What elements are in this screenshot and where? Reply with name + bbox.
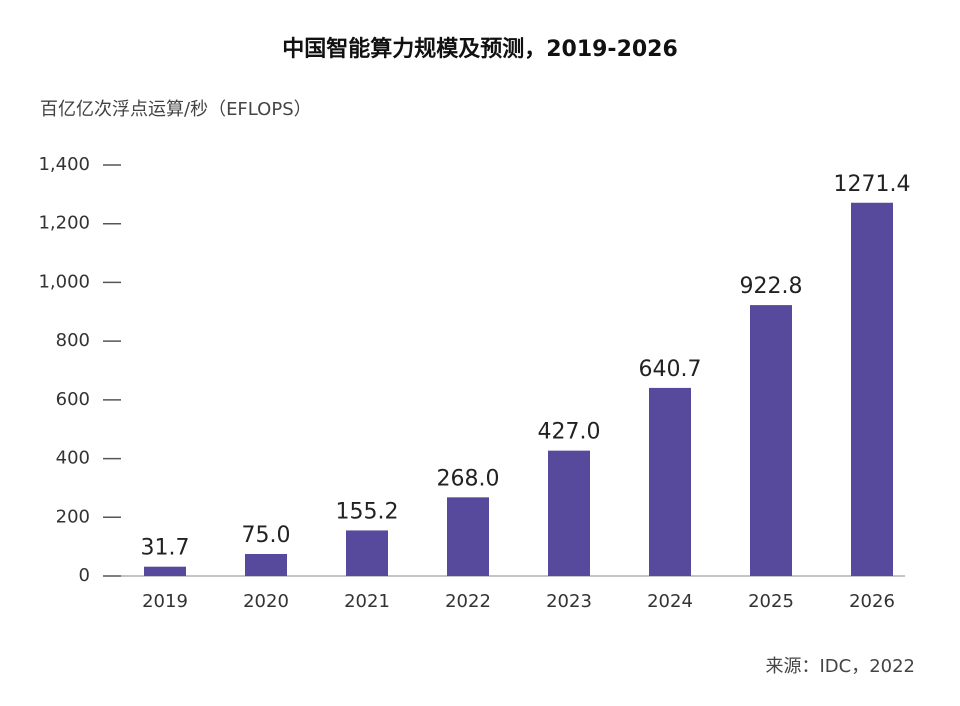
value-label: 427.0 — [538, 420, 601, 445]
value-label: 155.2 — [336, 499, 399, 524]
bar — [649, 387, 691, 576]
x-tick-label: 2023 — [546, 591, 592, 612]
bar — [346, 530, 388, 576]
y-tick-label: 400 — [56, 448, 90, 469]
y-tick-label: 0 — [79, 565, 90, 586]
y-tick-label: 600 — [56, 389, 90, 410]
bar — [447, 497, 489, 576]
bar — [245, 553, 287, 576]
x-tick-label: 2026 — [849, 591, 895, 612]
x-tick-label: 2025 — [748, 591, 794, 612]
value-label: 640.7 — [639, 357, 702, 382]
value-label: 922.8 — [740, 274, 803, 299]
value-label: 268.0 — [437, 466, 500, 491]
y-tick-label: 1,200 — [38, 213, 90, 234]
source-note: 来源：IDC，2022 — [765, 656, 915, 677]
bar — [851, 202, 893, 576]
bar — [750, 305, 792, 576]
chart-title: 中国智能算力规模及预测，2019-2026 — [282, 36, 678, 62]
x-tick-label: 2021 — [344, 591, 390, 612]
value-label: 1271.4 — [834, 172, 911, 197]
value-label: 75.0 — [242, 523, 291, 548]
value-label: 31.7 — [141, 536, 190, 561]
x-tick-label: 2022 — [445, 591, 491, 612]
y-tick-label: 1,000 — [38, 271, 90, 292]
x-tick-label: 2020 — [243, 591, 289, 612]
y-axis-label: 百亿亿次浮点运算/秒（EFLOPS） — [40, 99, 312, 120]
x-tick-label: 2024 — [647, 591, 693, 612]
y-tick-label: 1,400 — [38, 154, 90, 175]
x-tick-label: 2019 — [142, 591, 188, 612]
bar — [548, 450, 590, 576]
y-tick-label: 200 — [56, 506, 90, 527]
y-tick-label: 800 — [56, 330, 90, 351]
bar — [144, 566, 186, 576]
